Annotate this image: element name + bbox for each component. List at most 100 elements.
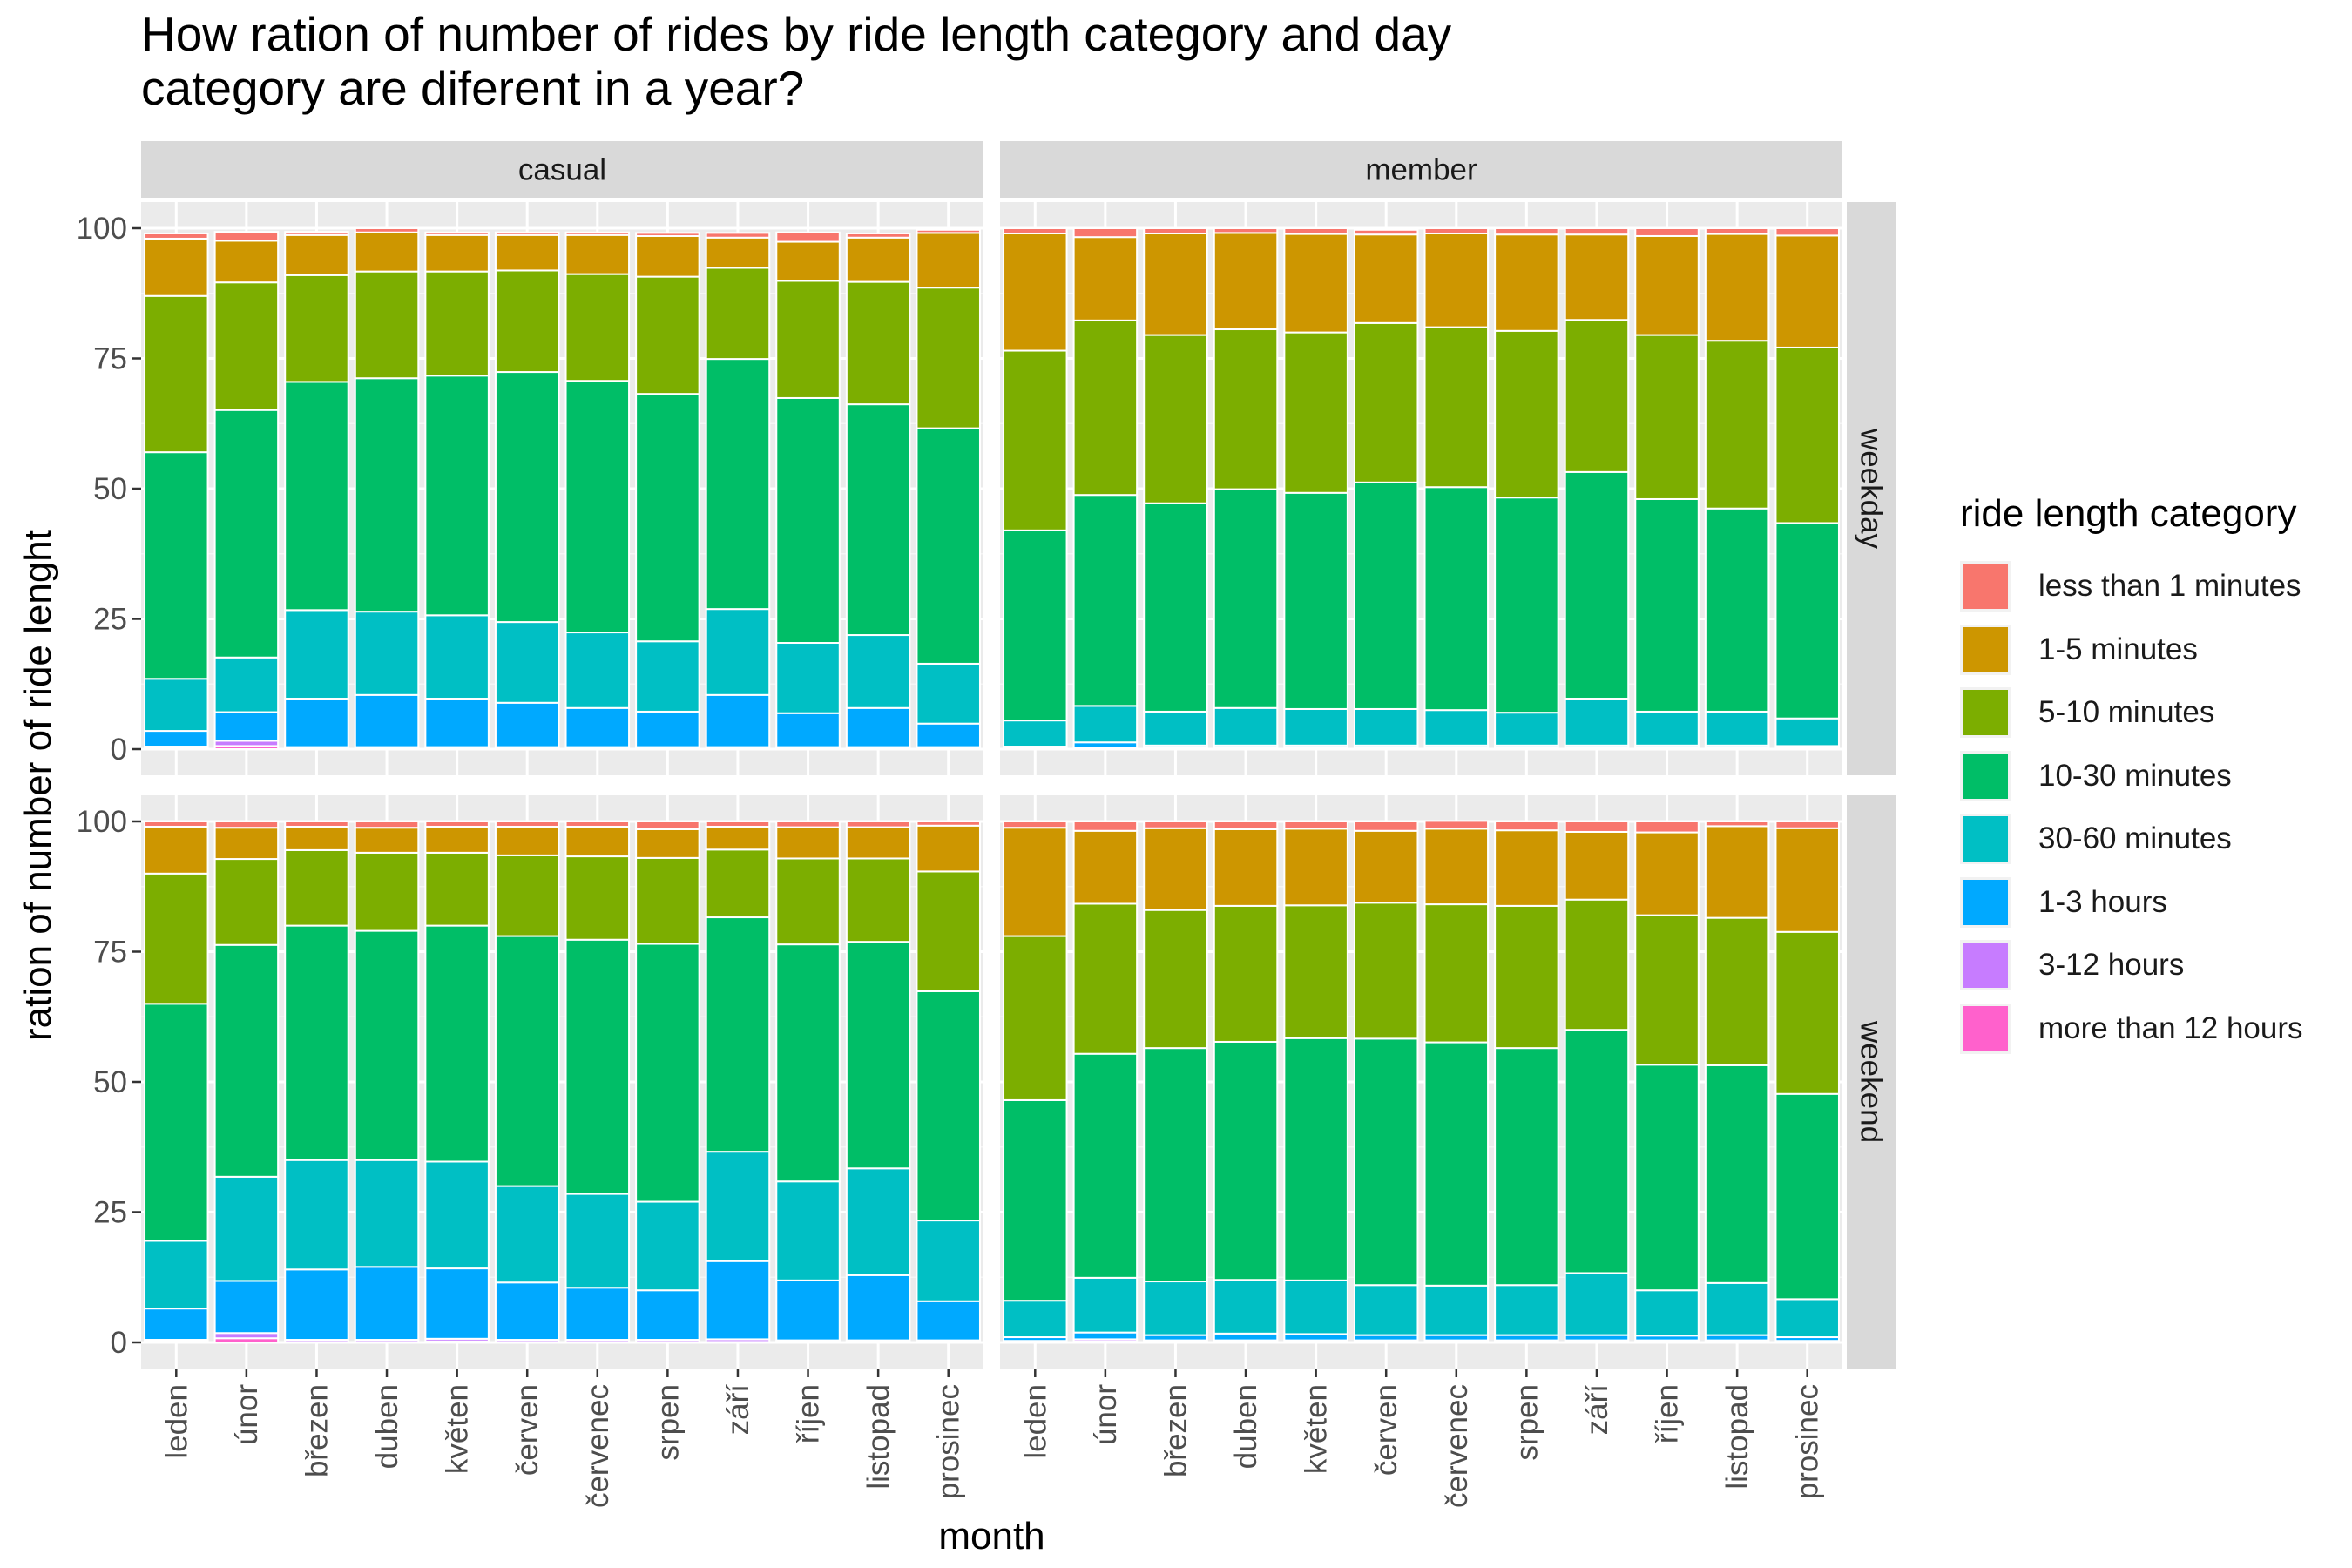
bar-segment-member-weekday-erven-30-60-minutes — [1353, 707, 1419, 747]
bar-segment-member-weekday-listopad-5-10-minutes — [1704, 340, 1770, 510]
bar-segment-member-weekend-ervenec-30-60-minutes — [1423, 1284, 1490, 1336]
bar-segment-member-weekday-leden-10-30-minutes — [1003, 529, 1068, 722]
bar-segment-member-weekend-z-1-5-minutes — [1564, 830, 1630, 901]
bar-segment-member-weekend-kv-ten-10-30-minutes — [1283, 1037, 1348, 1281]
bar-segment-casual-weekend-z-less-than-1-minutes — [705, 821, 771, 828]
bar-segment-casual-weekend-listopad-10-30-minutes — [845, 941, 911, 1170]
bar-segment-casual-weekday-b-ezen-5-10-minutes — [284, 274, 349, 383]
bar-segment-casual-weekend-duben-30-60-minutes — [354, 1159, 420, 1268]
bar-segment-casual-weekday-srpen-1-3-hours — [635, 710, 700, 748]
bar-segment-casual-weekend-srpen-30-60-minutes — [635, 1200, 700, 1292]
x-tick-label-kv-ten: květen — [441, 1384, 475, 1474]
bar-segment-casual-weekend-erven-10-30-minutes — [494, 935, 560, 1187]
bar-segment-casual-weekday-kv-ten-10-30-minutes — [424, 375, 490, 617]
bar-segment-casual-weekend-ervenec-less-than-1-minutes — [564, 821, 631, 828]
bar-segment-casual-weekday-nor-30-60-minutes — [213, 656, 280, 713]
bar-segment-member-weekday-nor-1-5-minutes — [1072, 236, 1139, 321]
facet-strip-label-weekend: weekend — [1855, 1020, 1889, 1143]
bar-segment-member-weekday-b-ezen-5-10-minutes — [1143, 334, 1208, 504]
bar-segment-member-weekday-jen-1-5-minutes — [1634, 234, 1700, 336]
bar-segment-member-weekday-erven-1-5-minutes — [1353, 233, 1419, 324]
legend-key-less-than-1-minutes — [1960, 561, 2011, 612]
bar-segment-casual-weekday-b-ezen-30-60-minutes — [284, 609, 349, 700]
bar-segment-member-weekday-duben-less-than-1-minutes — [1213, 227, 1279, 234]
bar-segment-casual-weekday-ervenec-30-60-minutes — [564, 632, 631, 709]
bar-segment-member-weekend-prosinec-1-5-minutes — [1774, 827, 1840, 933]
bar-segment-casual-weekend-b-ezen-1-3-hours — [284, 1268, 349, 1342]
bar-segment-member-weekend-leden-1-5-minutes — [1003, 827, 1068, 937]
bar-segment-casual-weekend-nor-10-30-minutes — [213, 943, 280, 1178]
bar-segment-member-weekday-srpen-5-10-minutes — [1494, 329, 1559, 499]
x-tick-label-nor: únor — [230, 1384, 264, 1445]
x-tick-label-listopad: listopad — [1720, 1384, 1754, 1490]
bar-segment-casual-weekday-kv-ten-1-5-minutes — [424, 233, 490, 273]
bar-segment-member-weekday-prosinec-10-30-minutes — [1774, 522, 1840, 720]
bar-segment-casual-weekday-jen-10-30-minutes — [775, 396, 841, 645]
bar-segment-member-weekend-b-ezen-less-than-1-minutes — [1143, 821, 1208, 829]
bar-segment-member-weekday-leden-30-60-minutes — [1003, 720, 1068, 748]
bar-segment-member-weekday-leden-less-than-1-minutes — [1003, 227, 1068, 234]
legend-item-30-60-minutes: 30-60 minutes — [1960, 808, 2303, 871]
bar-segment-member-weekday-jen-30-60-minutes — [1634, 710, 1700, 747]
bar-segment-casual-weekend-leden-10-30-minutes — [144, 1003, 209, 1242]
bar-segment-member-weekday-erven-10-30-minutes — [1353, 481, 1419, 710]
bar-segment-casual-weekend-leden-1-5-minutes — [144, 825, 209, 875]
bar-segment-member-weekend-listopad-less-than-1-minutes — [1704, 821, 1770, 828]
bar-segment-casual-weekday-b-ezen-1-3-hours — [284, 697, 349, 748]
bar-segment-member-weekend-leden-less-than-1-minutes — [1003, 821, 1068, 829]
bar-segment-casual-weekday-duben-5-10-minutes — [354, 270, 420, 380]
bar-segment-member-weekday-z-1-5-minutes — [1564, 233, 1630, 321]
bar-segment-casual-weekday-z-less-than-1-minutes — [705, 232, 771, 239]
bar-segment-casual-weekend-erven-1-3-hours — [494, 1281, 560, 1342]
x-tick-label-b-ezen: březen — [300, 1384, 334, 1477]
bar-segment-casual-weekday-listopad-10-30-minutes — [845, 403, 911, 637]
bar-segment-casual-weekday-srpen-10-30-minutes — [635, 393, 700, 643]
bar-segment-casual-weekend-z-30-60-minutes — [705, 1151, 771, 1262]
bar-segment-member-weekend-duben-10-30-minutes — [1213, 1040, 1279, 1281]
bar-segment-casual-weekday-nor-10-30-minutes — [213, 409, 280, 659]
bar-segment-member-weekend-jen-1-5-minutes — [1634, 831, 1700, 916]
bar-segment-casual-weekend-duben-1-3-hours — [354, 1266, 420, 1342]
y-tick-label: 75 — [93, 936, 127, 970]
bar-segment-member-weekend-duben-30-60-minutes — [1213, 1279, 1279, 1335]
bar-segment-member-weekend-srpen-30-60-minutes — [1494, 1284, 1559, 1336]
bar-segment-casual-weekday-nor-5-10-minutes — [213, 281, 280, 411]
facet-strip-label-casual: casual — [518, 153, 606, 187]
legend-key-more-than-12-hours — [1960, 1003, 2011, 1054]
legend: ride length category less than 1 minutes… — [1960, 492, 2303, 1060]
bar-segment-member-weekend-nor-1-3-hours — [1072, 1331, 1139, 1341]
bar-segment-member-weekday-prosinec-less-than-1-minutes — [1774, 227, 1840, 237]
bar-segment-member-weekday-b-ezen-less-than-1-minutes — [1143, 227, 1208, 234]
y-tick-label: 25 — [93, 603, 127, 637]
bar-segment-casual-weekday-jen-5-10-minutes — [775, 280, 841, 399]
legend-key-1-3-hours — [1960, 876, 2011, 928]
bar-segment-casual-weekday-b-ezen-10-30-minutes — [284, 381, 349, 612]
bar-segment-member-weekday-erven-5-10-minutes — [1353, 321, 1419, 483]
bar-segment-casual-weekday-kv-ten-5-10-minutes — [424, 270, 490, 377]
bar-segment-casual-weekday-z-5-10-minutes — [705, 267, 771, 361]
bar-segment-member-weekend-prosinec-10-30-minutes — [1774, 1092, 1840, 1301]
legend-key-5-10-minutes — [1960, 687, 2011, 739]
x-tick-label-z: září — [1580, 1384, 1614, 1436]
facet-strip-casual — [141, 141, 983, 198]
bar-segment-member-weekday-b-ezen-1-5-minutes — [1143, 232, 1208, 336]
bar-segment-member-weekday-kv-ten-1-5-minutes — [1283, 233, 1348, 334]
x-tick-label-srpen: srpen — [651, 1384, 685, 1461]
bar-segment-member-weekend-leden-10-30-minutes — [1003, 1098, 1068, 1302]
bar-segment-casual-weekday-z-1-5-minutes — [705, 236, 771, 269]
y-tick-label: 50 — [93, 1065, 127, 1099]
bar-segment-casual-weekend-kv-ten-less-than-1-minutes — [424, 821, 490, 828]
bar-segment-casual-weekend-ervenec-10-30-minutes — [564, 938, 631, 1195]
bar-segment-casual-weekend-srpen-10-30-minutes — [635, 943, 700, 1203]
y-tick-label: 100 — [77, 805, 127, 839]
bar-segment-casual-weekday-nor-1-3-hours — [213, 711, 280, 742]
bar-segment-casual-weekend-kv-ten-30-60-minutes — [424, 1160, 490, 1270]
bar-segment-member-weekday-kv-ten-5-10-minutes — [1283, 331, 1348, 494]
legend-label-3-12-hours: 3-12 hours — [2038, 948, 2185, 983]
bar-segment-casual-weekday-ervenec-5-10-minutes — [564, 273, 631, 382]
bar-segment-member-weekday-nor-10-30-minutes — [1072, 494, 1139, 707]
bar-segment-member-weekend-ervenec-less-than-1-minutes — [1423, 820, 1490, 830]
legend-key-1-5-minutes — [1960, 624, 2011, 675]
bar-segment-member-weekday-duben-10-30-minutes — [1213, 488, 1279, 709]
bar-segment-member-weekday-ervenec-5-10-minutes — [1423, 326, 1490, 489]
